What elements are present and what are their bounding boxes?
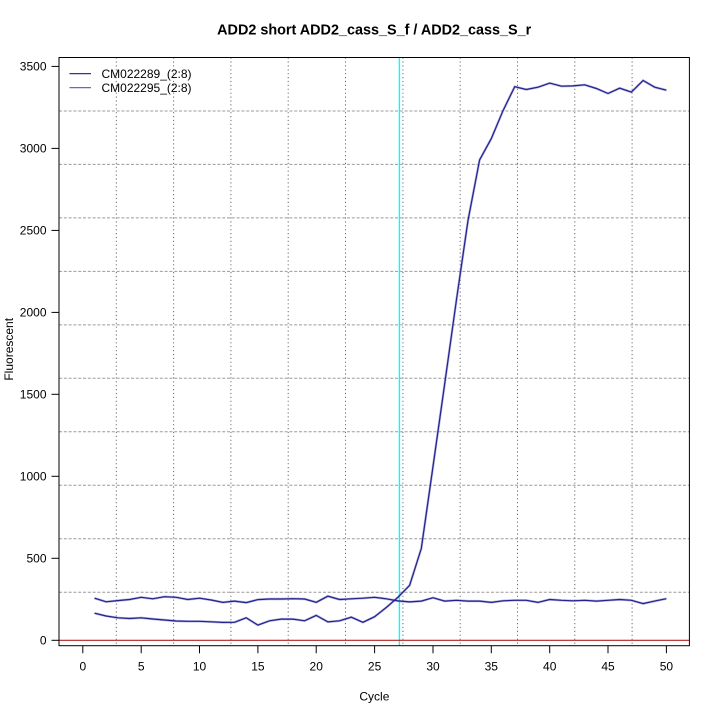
svg-text:3000: 3000 [20,142,47,156]
svg-text:20: 20 [310,659,324,673]
svg-text:45: 45 [601,659,615,673]
svg-text:CM022295_(2:8): CM022295_(2:8) [102,81,192,95]
svg-text:Cycle: Cycle [359,689,389,703]
svg-text:35: 35 [485,659,499,673]
svg-text:CM022289_(2:8): CM022289_(2:8) [102,67,192,81]
svg-text:25: 25 [368,659,382,673]
svg-text:500: 500 [26,552,46,566]
svg-text:5: 5 [138,659,145,673]
svg-text:0: 0 [40,634,47,648]
svg-text:15: 15 [251,659,265,673]
svg-text:40: 40 [543,659,557,673]
svg-text:0: 0 [79,659,86,673]
svg-text:Fluorescent: Fluorescent [2,317,16,380]
svg-text:10: 10 [193,659,207,673]
svg-text:1500: 1500 [20,388,47,402]
svg-text:ADD2 short ADD2_cass_S_f / ADD: ADD2 short ADD2_cass_S_f / ADD2_cass_S_r [217,23,531,39]
svg-text:3500: 3500 [20,60,47,74]
svg-text:2000: 2000 [20,306,47,320]
svg-text:2500: 2500 [20,224,47,238]
svg-text:1000: 1000 [20,470,47,484]
svg-text:30: 30 [426,659,440,673]
svg-text:50: 50 [660,659,674,673]
